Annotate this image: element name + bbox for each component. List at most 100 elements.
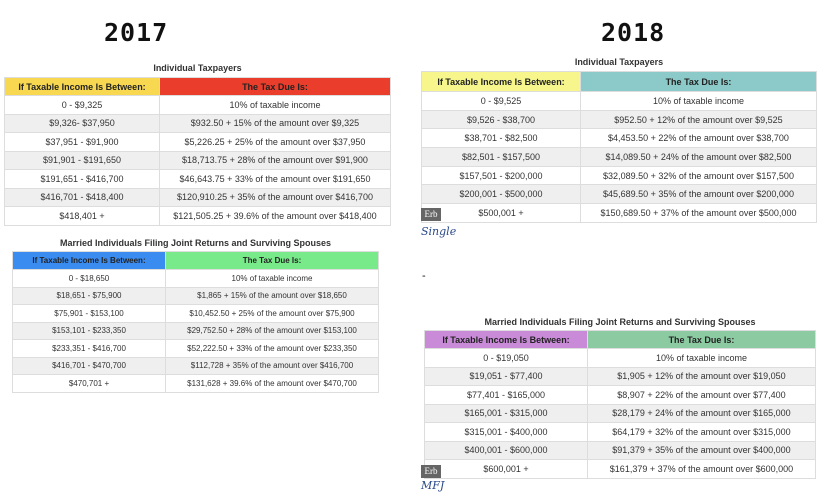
income-range-cell: $153,101 - $233,350 [12, 321, 166, 340]
income-range-cell: $77,401 - $165,000 [424, 385, 588, 405]
income-range-cell: 0 - $19,050 [424, 348, 588, 368]
caption-2018-married: Married Individuals Filing Joint Returns… [484, 317, 756, 327]
table-row: $191,651 - $416,700 $46,643.75 + 33% of … [4, 169, 391, 189]
table-header-row: If Taxable Income Is Between: The Tax Du… [424, 330, 816, 349]
tax-due-cell: $14,089.50 + 24% of the amount over $82,… [580, 147, 817, 167]
erb-badge: Erb [421, 208, 441, 221]
income-range-cell: $37,951 - $91,900 [4, 132, 160, 152]
caption-2017-individual: Individual Taxpayers [153, 63, 242, 73]
dash-mark: - [422, 270, 426, 282]
income-range-cell: $233,351 - $416,700 [12, 339, 166, 358]
table-row: $157,501 - $200,000 $32,089.50 + 32% of … [421, 165, 817, 186]
table-row: $38,701 - $82,500 $4,453.50 + 22% of the… [421, 128, 817, 149]
tax-due-cell: $5,226.25 + 25% of the amount over $37,9… [159, 132, 391, 152]
tax-due-cell: $952.50 + 12% of the amount over $9,525 [580, 109, 817, 130]
tax-due-cell: $932.50 + 15% of the amount over $9,325 [159, 113, 391, 133]
income-range-cell: $418,401 + [4, 206, 160, 226]
income-range-cell: $600,001 + [424, 459, 588, 479]
tax-due-cell: $46,643.75 + 33% of the amount over $191… [159, 169, 391, 189]
income-range-cell: $165,001 - $315,000 [424, 403, 588, 423]
table-row: $9,326- $37,950 $932.50 + 15% of the amo… [4, 113, 391, 133]
income-range-cell: $315,001 - $400,000 [424, 422, 588, 442]
table-row: $416,701 - $418,400 $120,910.25 + 35% of… [4, 187, 391, 207]
table-row: $400,001 - $600,000 $91,379 + 35% of the… [424, 440, 816, 460]
table-row: 0 - $9,325 10% of taxable income [4, 95, 391, 115]
header-income-range: If Taxable Income Is Between: [4, 77, 160, 96]
income-range-cell: $19,051 - $77,400 [424, 366, 588, 386]
income-range-cell: 0 - $18,650 [12, 269, 166, 288]
table-row: $19,051 - $77,400 $1,905 + 12% of the am… [424, 366, 816, 386]
tax-due-cell: $64,179 + 32% of the amount over $315,00… [587, 422, 816, 442]
tax-due-cell: $1,905 + 12% of the amount over $19,050 [587, 366, 816, 386]
income-range-cell: $416,701 - $418,400 [4, 187, 160, 207]
tax-due-cell: $32,089.50 + 32% of the amount over $157… [580, 165, 817, 186]
income-range-cell: $191,651 - $416,700 [4, 169, 160, 189]
erb-badge: Erb [421, 465, 441, 478]
table-row: $82,501 - $157,500 $14,089.50 + 24% of t… [421, 147, 817, 167]
tax-due-cell: $28,179 + 24% of the amount over $165,00… [587, 403, 816, 423]
income-range-cell: $91,901 - $191,650 [4, 150, 160, 170]
year-2017-heading: 2017 [104, 18, 169, 47]
caption-2018-individual: Individual Taxpayers [574, 57, 664, 67]
tax-table-2018-married: If Taxable Income Is Between: The Tax Du… [424, 330, 816, 479]
table-row: $91,901 - $191,650 $18,713.75 + 28% of t… [4, 150, 391, 170]
tax-due-cell: $150,689.50 + 37% of the amount over $50… [580, 203, 817, 223]
income-range-cell: $75,901 - $153,100 [12, 304, 166, 323]
single-label[interactable]: Single [421, 225, 457, 238]
tax-due-cell: $18,713.75 + 28% of the amount over $91,… [159, 150, 391, 170]
header-tax-due: The Tax Due Is: [580, 71, 817, 92]
income-range-cell: $400,001 - $600,000 [424, 440, 588, 460]
table-header-row: If Taxable Income Is Between: The Tax Du… [12, 251, 379, 270]
tax-due-cell: $131,628 + 39.6% of the amount over $470… [165, 374, 379, 393]
tax-due-cell: 10% of taxable income [159, 95, 391, 115]
header-income-range: If Taxable Income Is Between: [12, 251, 166, 270]
income-range-cell: $500,001 + [421, 203, 581, 223]
tax-due-cell: 10% of taxable income [580, 91, 817, 111]
tax-due-cell: 10% of taxable income [587, 348, 816, 368]
table-row: $315,001 - $400,000 $64,179 + 32% of the… [424, 422, 816, 442]
table-row: 0 - $19,050 10% of taxable income [424, 348, 816, 368]
table-row: $500,001 + $150,689.50 + 37% of the amou… [421, 203, 817, 223]
table-header-row: If Taxable Income Is Between: The Tax Du… [421, 71, 817, 92]
table-row: $416,701 - $470,700 $112,728 + 35% of th… [12, 356, 379, 375]
tax-due-cell: 10% of taxable income [165, 269, 379, 288]
tax-due-cell: $121,505.25 + 39.6% of the amount over $… [159, 206, 391, 226]
tax-due-cell: $52,222.50 + 33% of the amount over $233… [165, 339, 379, 358]
tax-due-cell: $91,379 + 35% of the amount over $400,00… [587, 440, 816, 460]
table-row: $165,001 - $315,000 $28,179 + 24% of the… [424, 403, 816, 423]
table-row: 0 - $18,650 10% of taxable income [12, 269, 379, 288]
table-row: $418,401 + $121,505.25 + 39.6% of the am… [4, 206, 391, 226]
income-range-cell: $200,001 - $500,000 [421, 184, 581, 205]
income-range-cell: $9,526 - $38,700 [421, 109, 581, 130]
tax-table-2017-individual: If Taxable Income Is Between: The Tax Du… [4, 77, 391, 226]
header-tax-due: The Tax Due Is: [165, 251, 379, 270]
table-row: 0 - $9,525 10% of taxable income [421, 91, 817, 111]
table-row: $37,951 - $91,900 $5,226.25 + 25% of the… [4, 132, 391, 152]
year-2018-heading: 2018 [601, 18, 666, 47]
table-row: $470,701 + $131,628 + 39.6% of the amoun… [12, 374, 379, 393]
caption-2017-married: Married Individuals Filing Joint Returns… [59, 238, 332, 248]
table-header-row: If Taxable Income Is Between: The Tax Du… [4, 77, 391, 96]
table-row: $9,526 - $38,700 $952.50 + 12% of the am… [421, 109, 817, 130]
tax-due-cell: $8,907 + 22% of the amount over $77,400 [587, 385, 816, 405]
tax-due-cell: $1,865 + 15% of the amount over $18,650 [165, 286, 379, 305]
header-tax-due: The Tax Due Is: [587, 330, 816, 349]
tax-due-cell: $161,379 + 37% of the amount over $600,0… [587, 459, 816, 479]
income-range-cell: $416,701 - $470,700 [12, 356, 166, 375]
table-row: $153,101 - $233,350 $29,752.50 + 28% of … [12, 321, 379, 340]
tax-due-cell: $29,752.50 + 28% of the amount over $153… [165, 321, 379, 340]
income-range-cell: $470,701 + [12, 374, 166, 393]
income-range-cell: 0 - $9,525 [421, 91, 581, 111]
tax-table-2017-married: If Taxable Income Is Between: The Tax Du… [12, 251, 379, 393]
tax-due-cell: $4,453.50 + 22% of the amount over $38,7… [580, 128, 817, 149]
income-range-cell: 0 - $9,325 [4, 95, 160, 115]
tax-table-2018-individual: If Taxable Income Is Between: The Tax Du… [421, 71, 817, 223]
income-range-cell: $82,501 - $157,500 [421, 147, 581, 167]
table-row: $200,001 - $500,000 $45,689.50 + 35% of … [421, 184, 817, 205]
table-row: $18,651 - $75,900 $1,865 + 15% of the am… [12, 286, 379, 305]
income-range-cell: $38,701 - $82,500 [421, 128, 581, 149]
header-income-range: If Taxable Income Is Between: [421, 71, 581, 92]
header-income-range: If Taxable Income Is Between: [424, 330, 588, 349]
tax-due-cell: $120,910.25 + 35% of the amount over $41… [159, 187, 391, 207]
table-row: $600,001 + $161,379 + 37% of the amount … [424, 459, 816, 479]
